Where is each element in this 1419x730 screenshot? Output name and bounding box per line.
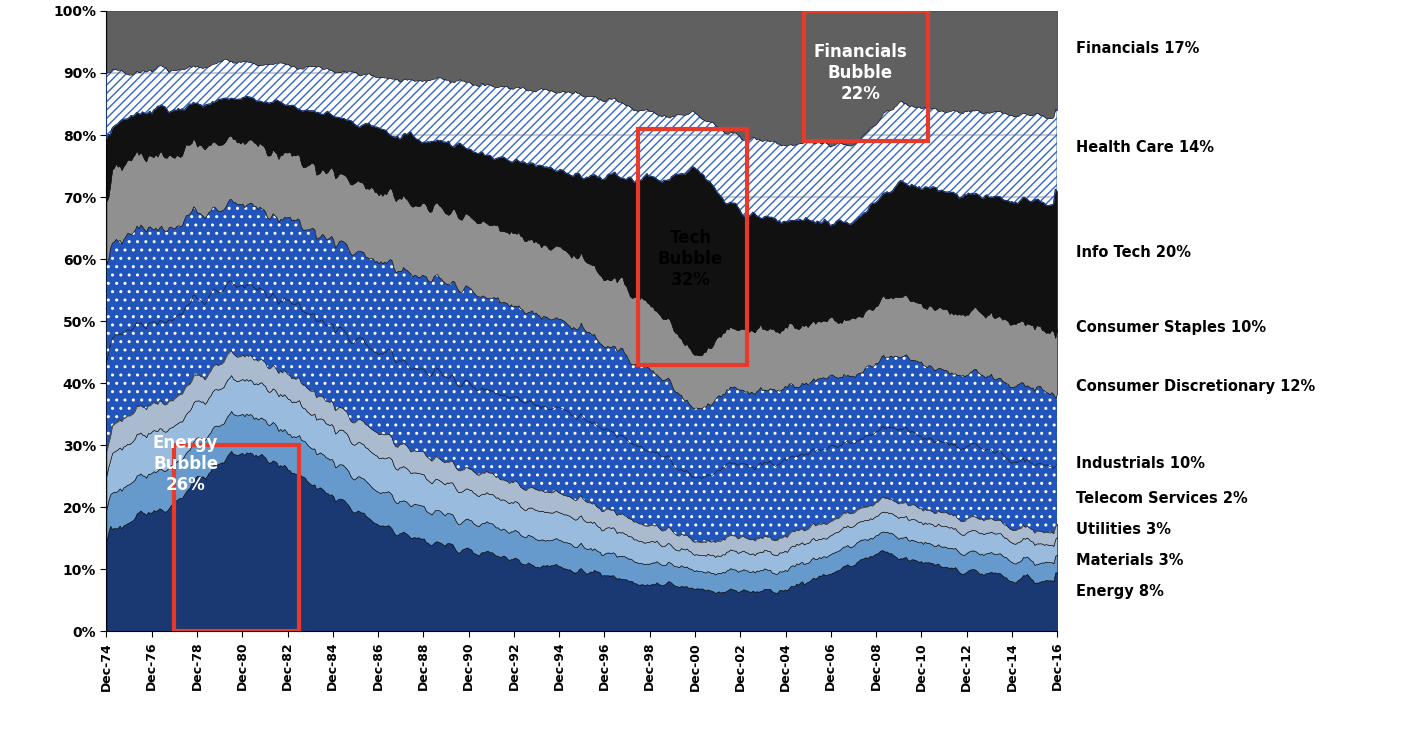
- Text: Industrials 10%: Industrials 10%: [1076, 456, 1205, 472]
- Text: Tech
Bubble
32%: Tech Bubble 32%: [658, 229, 724, 289]
- Text: Telecom Services 2%: Telecom Services 2%: [1076, 491, 1247, 506]
- Text: Health Care 14%: Health Care 14%: [1076, 140, 1215, 155]
- Text: Consumer Discretionary 12%: Consumer Discretionary 12%: [1076, 379, 1315, 394]
- Text: Financials
Bubble
22%: Financials Bubble 22%: [813, 43, 907, 103]
- Bar: [175, 445, 299, 631]
- Text: Consumer Staples 10%: Consumer Staples 10%: [1076, 320, 1266, 335]
- Text: Energy
Bubble
26%: Energy Bubble 26%: [153, 434, 219, 493]
- Text: Utilities 3%: Utilities 3%: [1076, 521, 1171, 537]
- Text: Info Tech 20%: Info Tech 20%: [1076, 245, 1191, 261]
- Bar: [803, 11, 928, 141]
- Text: Financials 17%: Financials 17%: [1076, 41, 1199, 55]
- Bar: [639, 128, 746, 364]
- Text: Energy 8%: Energy 8%: [1076, 583, 1164, 599]
- Text: Materials 3%: Materials 3%: [1076, 553, 1183, 568]
